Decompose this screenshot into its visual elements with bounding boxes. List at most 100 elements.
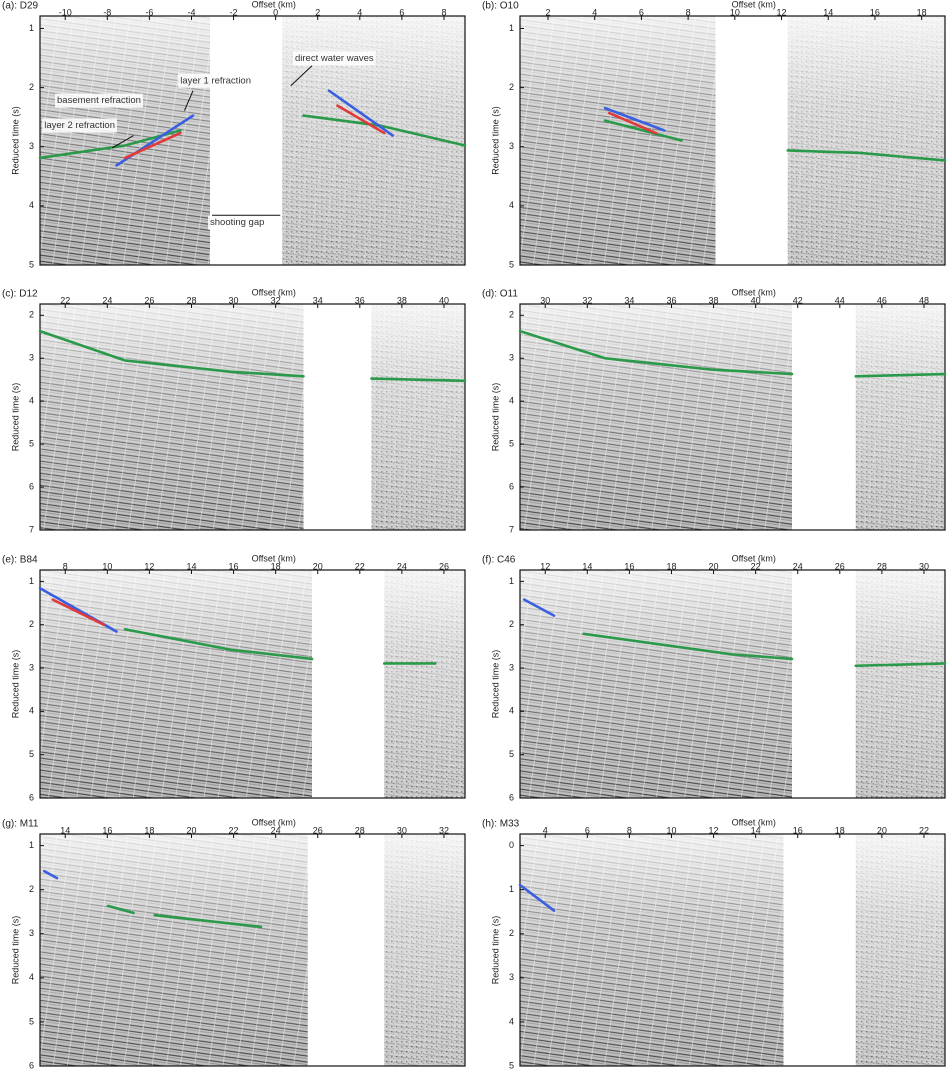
x-tick-label: 26	[313, 825, 323, 835]
x-tick-label: 6	[585, 825, 590, 835]
y-tick-label: 1	[29, 576, 34, 586]
x-tick-label: 10	[666, 825, 676, 835]
panel: (g): M11 Offset (km)Reduced time (s)14 16 1…	[2, 817, 466, 1070]
y-axis-label: Reduced time (s)	[490, 383, 500, 452]
y-tick-label: 1	[509, 23, 514, 33]
x-tick-label: 26	[835, 561, 845, 571]
pick-line	[327, 89, 395, 137]
pick-line	[607, 111, 658, 135]
x-tick-label: 6	[399, 7, 404, 17]
x-tick-label: 40	[751, 295, 761, 305]
x-tick-label: 8	[686, 7, 691, 17]
x-axis-label: Offset (km)	[252, 553, 296, 563]
y-axis-label: Reduced time (s)	[490, 650, 500, 719]
x-tick-label: 14	[751, 825, 761, 835]
y-tick-label: 2	[509, 928, 514, 938]
y-tick-label: 2	[509, 619, 514, 629]
x-axis-label: Offset (km)	[732, 553, 776, 563]
x-tick-label: 36	[666, 295, 676, 305]
y-tick-label: 3	[29, 928, 34, 938]
x-axis-label: Offset (km)	[252, 0, 296, 9]
x-tick-label: 22	[355, 561, 365, 571]
fade	[40, 570, 465, 798]
pick-line	[603, 106, 666, 132]
x-tick-label: 4	[543, 825, 548, 835]
x-tick-label: 16	[870, 7, 880, 17]
annotation: direct water waves	[295, 53, 374, 64]
y-tick-label: 2	[29, 619, 34, 629]
x-tick-label: 20	[186, 825, 196, 835]
y-axis-label: Reduced time (s)	[10, 383, 20, 452]
x-tick-label: 38	[709, 295, 719, 305]
annotation: layer 1 refraction	[180, 75, 251, 86]
panel-label: (b): O10	[482, 1, 519, 12]
x-axis-label: Offset (km)	[252, 817, 296, 827]
panel: (f): C46 Offset (km)Reduced time (s)12 14 1…	[482, 553, 947, 802]
x-tick-label: 8	[627, 825, 632, 835]
x-tick-label: 28	[877, 561, 887, 571]
pick-line	[603, 119, 683, 142]
x-tick-label: 26	[439, 561, 449, 571]
x-tick-label: 14	[582, 561, 592, 571]
pick-line	[518, 329, 794, 376]
y-tick-label: 7	[509, 524, 514, 534]
frame	[519, 569, 946, 799]
panel-label: (h): M33	[482, 819, 520, 830]
y-tick-label: 1	[509, 576, 514, 586]
y-tick-label: 3	[509, 353, 514, 363]
y-tick-label: 5	[509, 259, 514, 269]
pick-line	[854, 372, 947, 378]
annotation: layer 2 refraction	[44, 120, 115, 131]
x-tick-label: 48	[919, 295, 929, 305]
x-tick-label: 36	[355, 295, 365, 305]
pick-line	[106, 904, 135, 915]
x-tick-label: 22	[919, 825, 929, 835]
y-axis-label: Reduced time (s)	[10, 916, 20, 985]
y-axis-label: Reduced time (s)	[10, 106, 20, 175]
x-tick-label: 12	[540, 561, 550, 571]
x-axis-label: Offset (km)	[252, 287, 296, 297]
fade	[40, 834, 465, 1066]
x-tick-label: 18	[917, 7, 927, 17]
y-tick-label: 5	[509, 1060, 514, 1070]
y-tick-label: 6	[29, 792, 34, 802]
shooting-gap	[792, 304, 856, 530]
y-tick-label: 2	[509, 82, 514, 92]
panel-label: (a): D29	[2, 1, 39, 12]
panel: (h): M33 Offset (km)Reduced time (s)4 6 8 10…	[482, 817, 946, 1070]
y-tick-label: 1	[29, 840, 34, 850]
pick-line	[336, 104, 386, 135]
x-tick-label: 14	[186, 561, 196, 571]
x-tick-label: 14	[823, 7, 833, 17]
x-tick-label: 8	[63, 561, 68, 571]
pick-line	[518, 883, 556, 912]
y-tick-label: 3	[509, 662, 514, 672]
x-tick-label: 12	[709, 825, 719, 835]
pick-line	[522, 598, 556, 617]
x-tick-label: 18	[666, 561, 676, 571]
annotation-box	[293, 51, 376, 66]
x-tick-label: 28	[186, 295, 196, 305]
fade	[40, 304, 465, 530]
frame	[519, 303, 946, 531]
x-axis-label: Offset (km)	[732, 0, 776, 9]
x-tick-label: 32	[271, 295, 281, 305]
x-tick-label: 18	[835, 825, 845, 835]
x-tick-label: 12	[777, 7, 787, 17]
panel-label: (d): O11	[482, 289, 518, 300]
x-tick-label: 28	[355, 825, 365, 835]
y-tick-label: 7	[29, 524, 34, 534]
panel-label: (e): B84	[2, 555, 38, 566]
pick-line	[42, 869, 59, 880]
x-tick-label: 20	[313, 561, 323, 571]
pick-line	[123, 627, 314, 661]
x-tick-label: 22	[751, 561, 761, 571]
annotation-box	[178, 73, 254, 88]
y-tick-label: 4	[29, 200, 34, 210]
panel: (c): D12 Offset (km)Reduced time (s)22 24 2…	[2, 287, 467, 534]
x-tick-label: 34	[624, 295, 634, 305]
y-tick-label: 5	[29, 1016, 34, 1026]
x-tick-label: 22	[60, 295, 70, 305]
frame	[519, 15, 946, 266]
y-tick-label: 5	[29, 438, 34, 448]
